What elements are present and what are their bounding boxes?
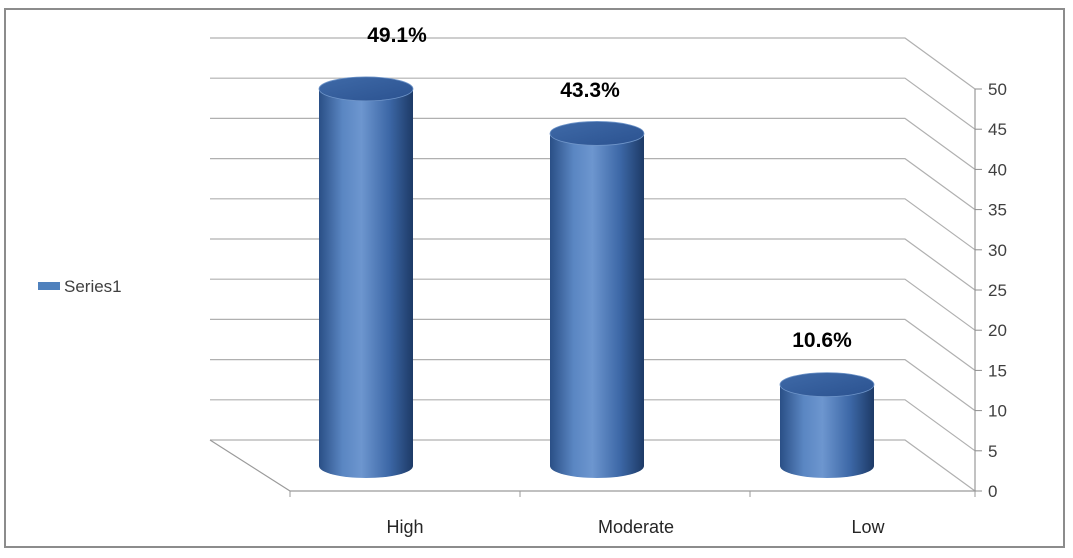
gridline	[210, 117, 976, 170]
chart-frame	[4, 8, 1065, 548]
bar-top	[779, 372, 875, 397]
gridline	[210, 198, 976, 251]
gridline	[210, 37, 976, 90]
y-tick-label: 35	[988, 201, 1007, 220]
y-tick-label: 10	[988, 402, 1007, 421]
floor-left-edge	[209, 439, 291, 492]
y-tick-label: 45	[988, 120, 1007, 139]
x-category-label: Moderate	[598, 517, 674, 537]
gridline	[210, 77, 976, 130]
bar-top	[318, 76, 414, 102]
bar	[319, 88, 413, 478]
bar-top	[549, 121, 645, 146]
legend: Series1	[38, 277, 122, 296]
gridline	[210, 158, 976, 211]
x-category-label: High	[386, 517, 423, 537]
y-tick-label: 15	[988, 361, 1007, 380]
bar	[550, 133, 644, 478]
y-tick-label: 30	[988, 241, 1007, 260]
y-tick-label: 25	[988, 281, 1007, 300]
y-tick-label: 50	[988, 80, 1007, 99]
bars	[318, 76, 875, 478]
gridlines	[210, 37, 976, 492]
x-category-label: Low	[851, 517, 885, 537]
y-tick-label: 0	[988, 482, 997, 501]
gridline	[210, 238, 976, 291]
legend-swatch	[38, 282, 60, 290]
bar	[780, 384, 874, 478]
y-tick-label: 40	[988, 160, 1007, 179]
y-tick-label: 20	[988, 321, 1007, 340]
gridline	[210, 278, 976, 331]
y-tick-label: 5	[988, 442, 997, 461]
x-axis-labels: High Moderate Low	[386, 517, 885, 537]
gridline	[210, 318, 976, 371]
data-label: 43.3%	[560, 79, 620, 102]
legend-label: Series1	[64, 277, 122, 296]
gridline	[210, 359, 976, 412]
y-axis-ticks: 0 5 10 15 20 25 30 35 40 45 50	[975, 80, 1007, 501]
data-labels: 49.1% 43.3% 10.6%	[367, 24, 852, 352]
data-label: 49.1%	[367, 24, 427, 47]
gridline	[210, 439, 976, 492]
gridline	[210, 399, 976, 452]
data-label: 10.6%	[792, 329, 852, 352]
